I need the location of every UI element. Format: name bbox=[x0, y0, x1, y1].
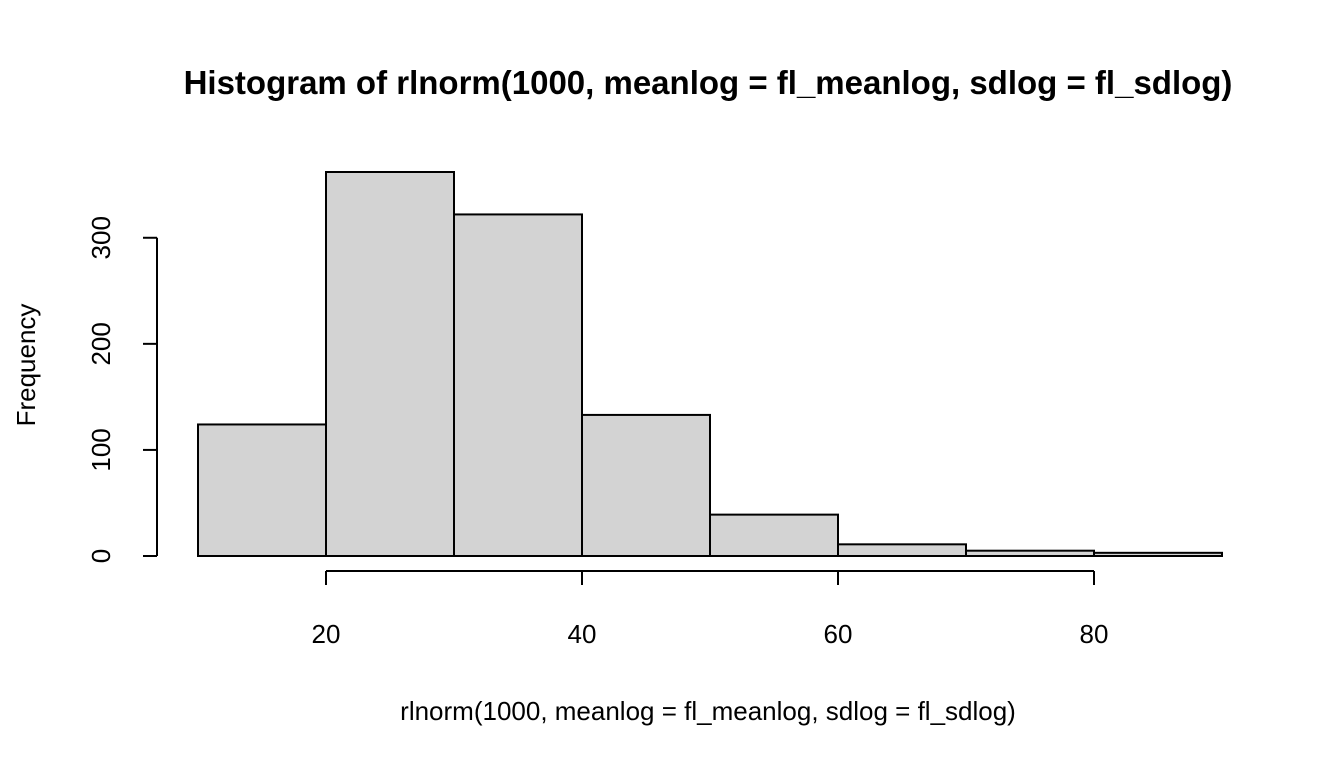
chart-title: Histogram of rlnorm(1000, meanlog = fl_m… bbox=[184, 64, 1233, 101]
y-tick-label: 0 bbox=[86, 549, 116, 563]
histogram-bar-7 bbox=[965, 549, 1095, 557]
x-axis: 20 40 60 80 bbox=[312, 570, 1109, 649]
x-tick-label: 20 bbox=[312, 619, 341, 649]
x-axis-label: rlnorm(1000, meanlog = fl_meanlog, sdlog… bbox=[400, 696, 1016, 726]
histogram-bar-3 bbox=[453, 213, 583, 557]
histogram-bar-1 bbox=[197, 423, 327, 557]
histogram-bar-5 bbox=[709, 513, 839, 557]
y-axis-label: Frequency bbox=[11, 304, 41, 427]
bars-group bbox=[197, 171, 1223, 558]
x-tick-label: 60 bbox=[824, 619, 853, 649]
y-tick-label: 300 bbox=[86, 216, 116, 259]
histogram-bar-4 bbox=[581, 413, 711, 557]
x-tick-label: 40 bbox=[568, 619, 597, 649]
x-tick-label: 80 bbox=[1080, 619, 1109, 649]
y-tick-label: 100 bbox=[86, 428, 116, 471]
y-axis: 0 100 200 300 bbox=[86, 216, 158, 563]
histogram-bar-8 bbox=[1093, 551, 1223, 558]
histogram-bar-2 bbox=[325, 171, 455, 557]
histogram-bar-6 bbox=[837, 543, 967, 557]
y-tick-label: 200 bbox=[86, 322, 116, 365]
